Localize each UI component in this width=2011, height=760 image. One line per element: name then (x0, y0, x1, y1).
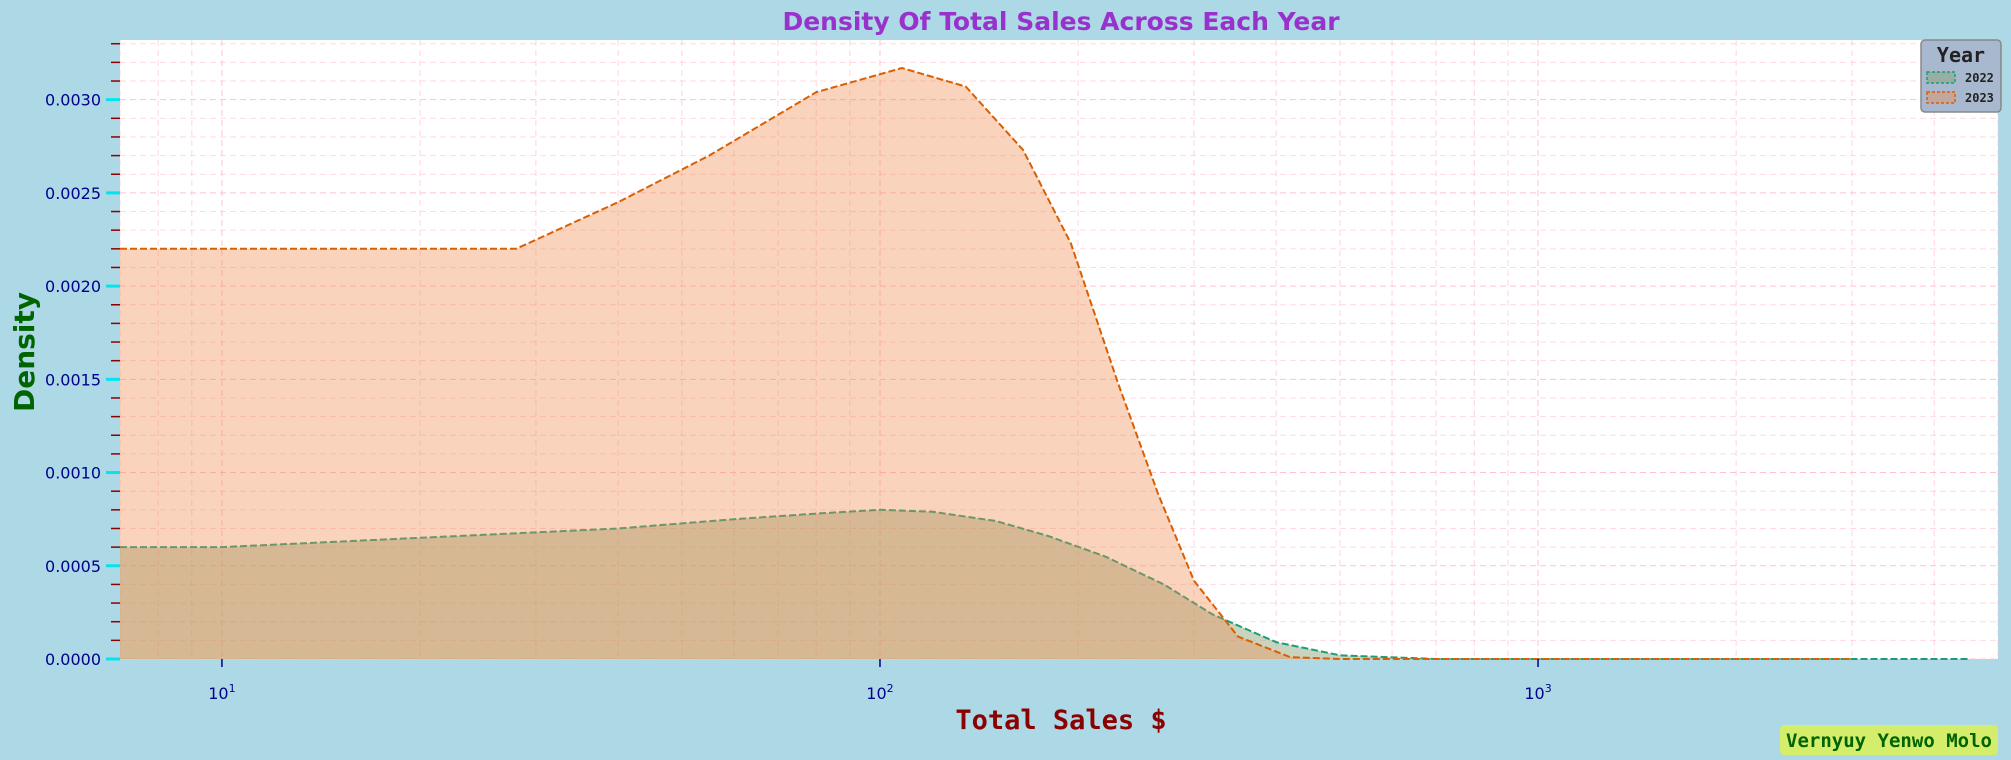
area-fill-2022 (120, 509, 1968, 659)
legend-swatch-2023 (1926, 91, 1956, 104)
area-fill-2023 (120, 68, 1852, 659)
density-line-2023 (120, 66, 1852, 660)
y-tick-label: 0.0000 (45, 650, 101, 669)
y-tick-label: 0.0025 (45, 184, 101, 203)
legend-swatch-2022 (1926, 71, 1956, 84)
legend-label-2023: 2023 (1965, 91, 1994, 105)
legend-title: Year (1937, 43, 1985, 67)
plot-area (120, 40, 1998, 659)
x-tick-label: 103 (1524, 682, 1551, 703)
legend: Year 2022 2023 (1920, 39, 2002, 113)
y-tick-label: 0.0030 (45, 91, 101, 110)
x-axis-label: Total Sales $ (955, 705, 1166, 736)
series-layer (120, 66, 1968, 660)
y-tick-label: 0.0010 (45, 464, 101, 483)
watermark: Vernyuy Yenwo Molo (1780, 725, 1998, 755)
x-tick-label: 101 (208, 682, 235, 703)
grid (119, 40, 1999, 660)
watermark-text: Vernyuy Yenwo Molo (1786, 730, 1992, 752)
y-tick-label: 0.0020 (45, 277, 101, 296)
y-tick-label: 0.0005 (45, 557, 101, 576)
legend-box (1920, 39, 2002, 113)
chart-title: Density Of Total Sales Across Each Year (782, 7, 1340, 36)
axes: 0.0000 0.0005 0.0010 0.0015 0.0020 0.0025 0.00… (45, 42, 1552, 703)
y-axis-label: Density (8, 292, 41, 412)
y-tick-label: 0.0015 (45, 370, 101, 389)
legend-label-2022: 2022 (1965, 71, 1994, 85)
x-tick-label: 102 (866, 682, 893, 703)
